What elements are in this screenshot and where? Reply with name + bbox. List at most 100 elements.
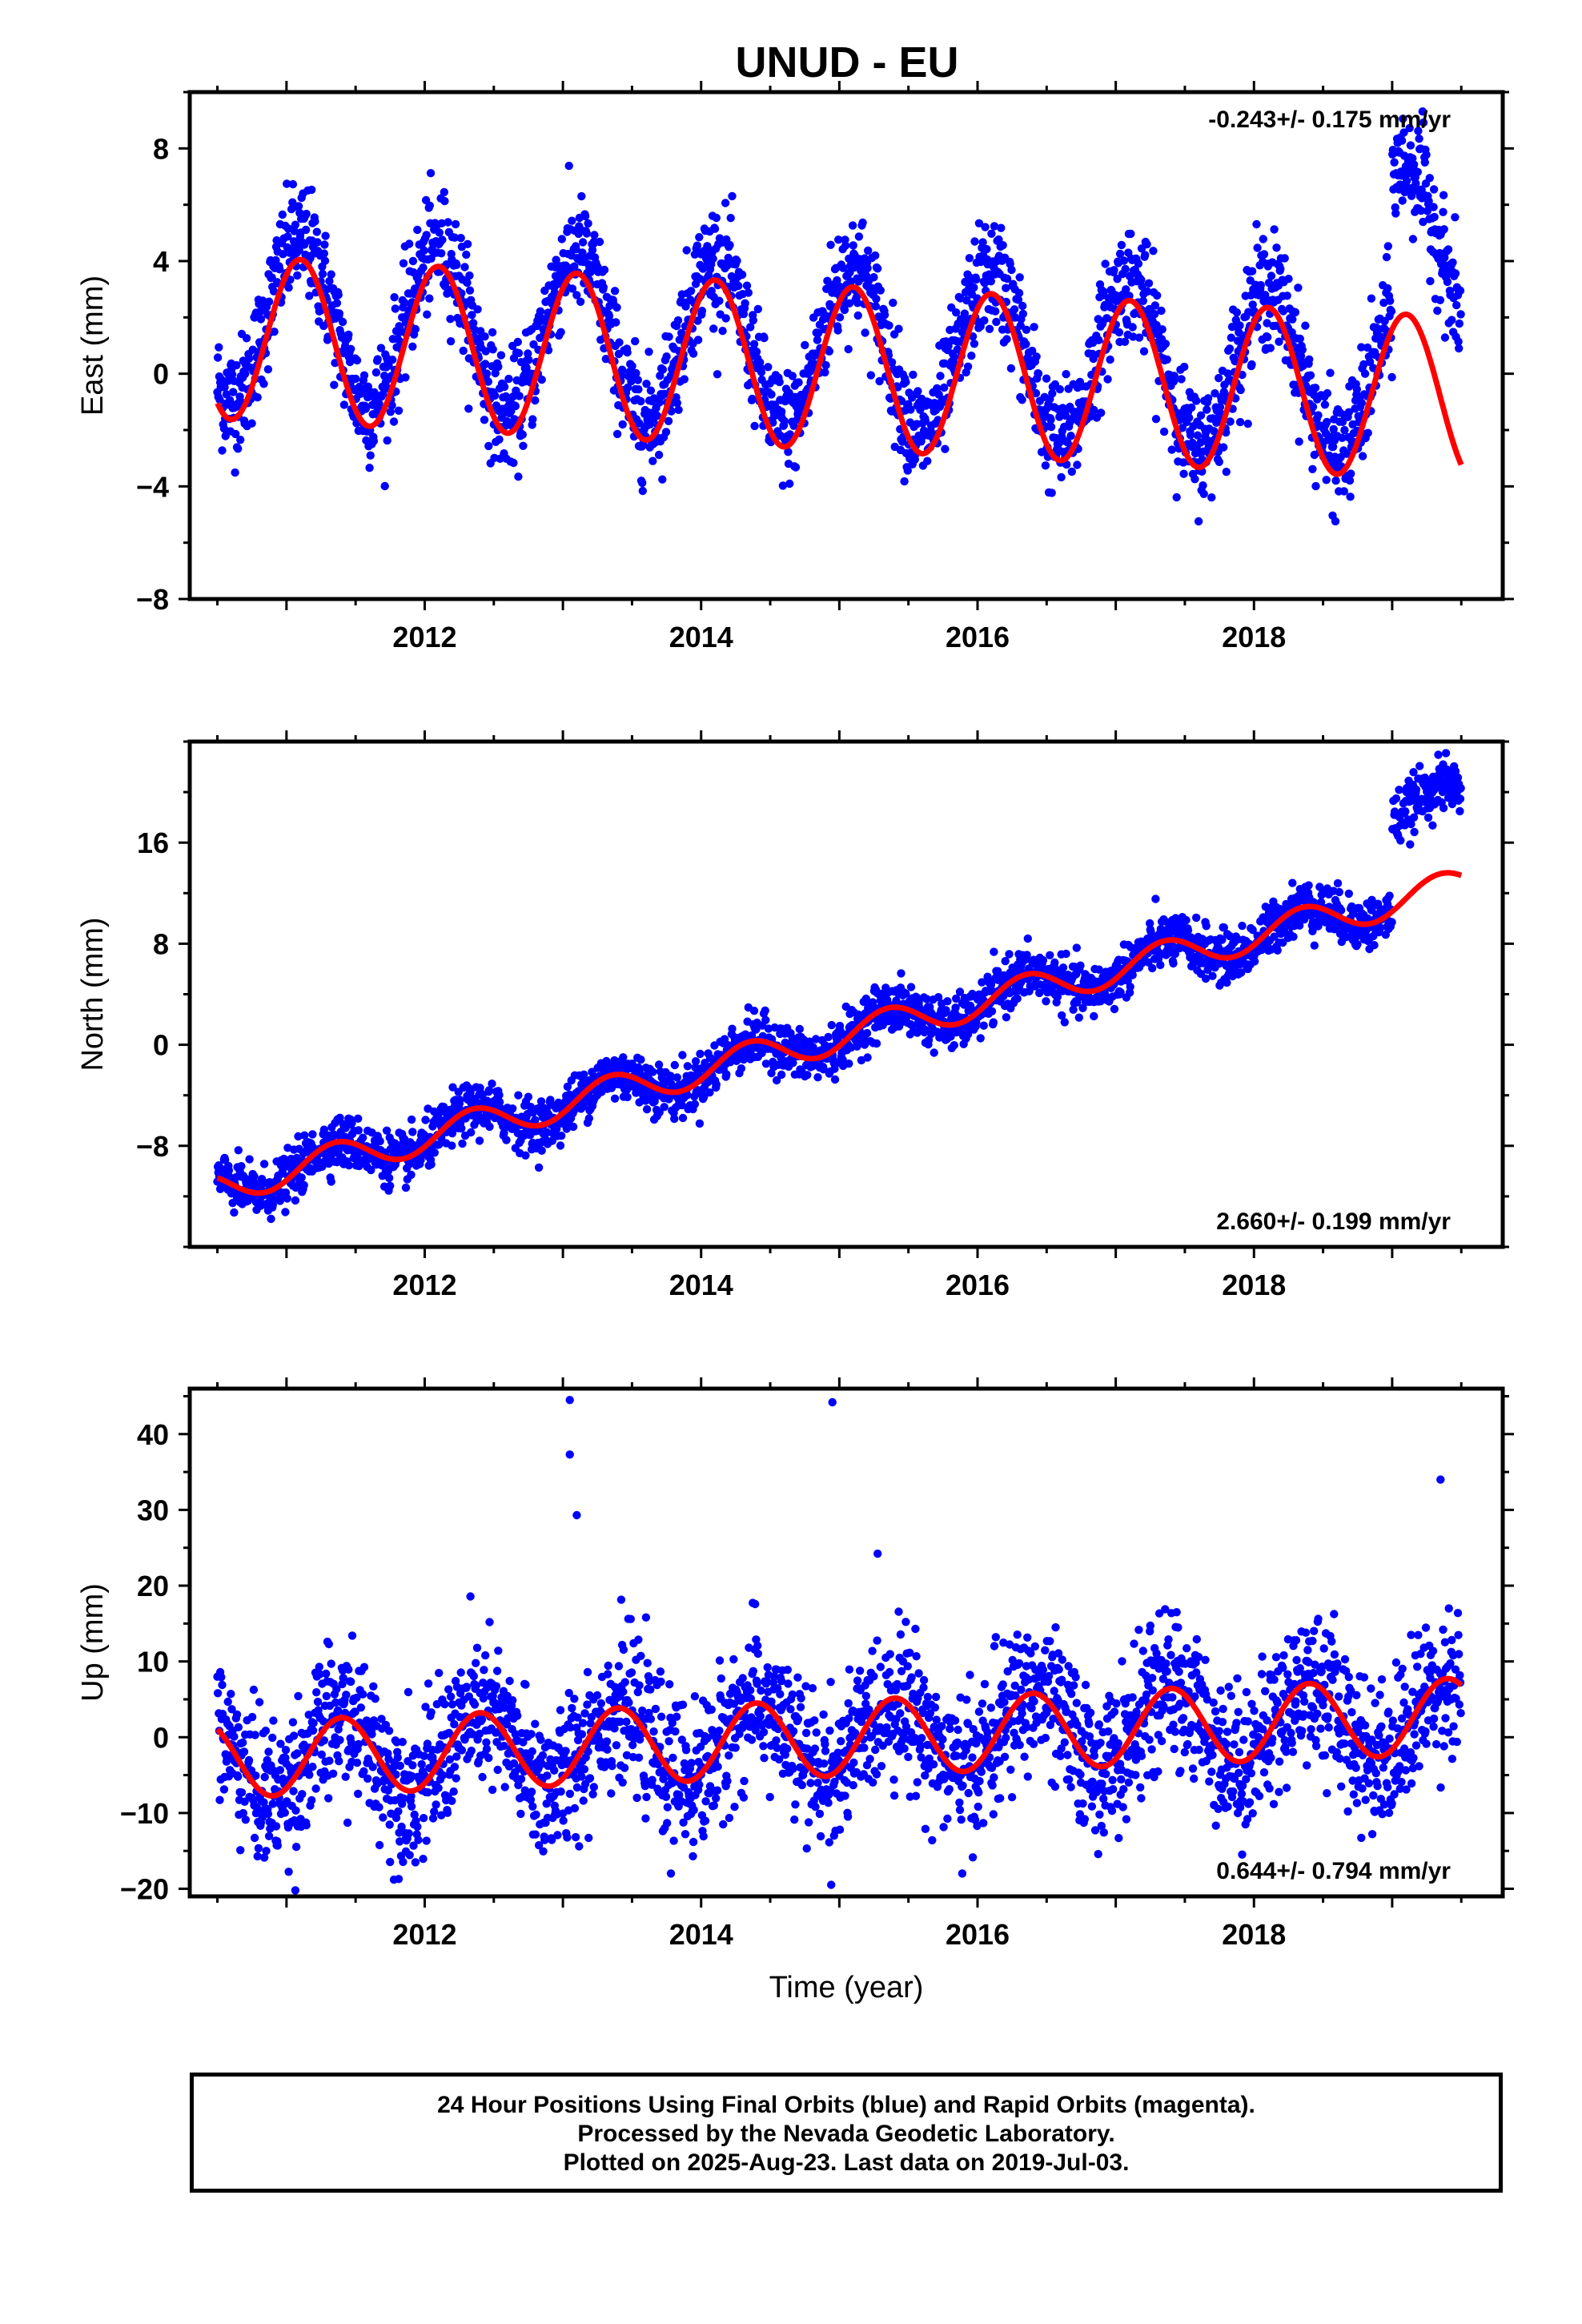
east-data-point	[283, 179, 291, 188]
north-data-point	[660, 1103, 669, 1112]
east-data-point	[524, 349, 532, 358]
east-data-point	[1010, 305, 1019, 314]
east-data-point	[1272, 243, 1281, 252]
east-data-point	[288, 179, 298, 189]
east-data-point	[1186, 431, 1195, 440]
east-data-point	[391, 304, 400, 313]
east-data-point	[1398, 196, 1407, 205]
north-data-point	[670, 1060, 679, 1070]
east-data-point	[1114, 328, 1124, 337]
east-data-point	[612, 303, 621, 312]
east-data-point	[1138, 282, 1146, 291]
east-data-point	[788, 372, 797, 380]
east-data-point	[1397, 136, 1407, 145]
east-data-point	[572, 291, 581, 300]
east-data-point	[320, 256, 330, 265]
east-data-point	[933, 384, 942, 393]
east-data-point	[488, 328, 497, 337]
east-data-point	[636, 396, 645, 406]
east-data-point	[232, 360, 241, 370]
east-data-point	[987, 229, 996, 238]
east-data-point	[1152, 320, 1161, 330]
east-data-point	[1456, 310, 1465, 319]
east-data-point	[1014, 296, 1023, 304]
north-data-point	[811, 1035, 821, 1043]
east-data-point	[213, 353, 223, 362]
north-data-point	[245, 1155, 254, 1164]
east-data-point	[463, 278, 472, 287]
north-data-point	[568, 1122, 578, 1132]
east-data-point	[633, 376, 642, 384]
east-data-point	[283, 232, 292, 241]
north-data-point	[824, 1032, 833, 1042]
east-data-point	[1115, 249, 1125, 259]
east-data-point	[513, 337, 522, 347]
east-data-point	[399, 259, 408, 267]
north-data-point	[690, 1100, 700, 1109]
east-data-point	[356, 389, 365, 398]
north-data-point	[705, 1088, 714, 1097]
east-data-point	[411, 324, 420, 334]
north-data-point	[1005, 950, 1014, 959]
east-data-point	[662, 352, 671, 361]
east-data-point	[552, 255, 560, 264]
east-data-point	[1032, 352, 1041, 361]
east-data-point	[721, 199, 730, 207]
north-data-point	[654, 1060, 664, 1069]
east-data-point	[1139, 347, 1149, 356]
north-data-point	[243, 1196, 252, 1205]
east-data-point	[338, 317, 347, 327]
east-data-point	[1097, 408, 1106, 417]
east-data-point	[1225, 344, 1235, 353]
north-data-point	[772, 1076, 781, 1085]
north-data-point	[1182, 915, 1191, 925]
east-data-point	[853, 299, 862, 308]
east-data-point	[1346, 493, 1355, 501]
east-data-point	[408, 342, 417, 351]
east-data-point	[1439, 191, 1448, 199]
east-data-point	[1179, 469, 1188, 478]
east-data-point	[425, 201, 434, 210]
east-data-point	[871, 302, 881, 311]
north-data-point	[728, 1024, 737, 1033]
east-data-point	[295, 246, 303, 255]
east-data-point	[965, 254, 974, 263]
east-data-point	[301, 225, 311, 235]
east-data-point	[950, 352, 959, 362]
east-data-point	[366, 451, 375, 460]
east-data-point	[465, 286, 475, 295]
east-data-point	[693, 316, 702, 325]
east-data-point	[635, 419, 644, 428]
east-data-point	[500, 382, 509, 392]
east-data-point	[750, 421, 759, 431]
east-data-point	[556, 328, 565, 336]
north-data-point	[700, 1092, 709, 1101]
east-data-point	[1219, 443, 1228, 452]
east-data-point	[1322, 476, 1331, 485]
east-data-point	[876, 286, 885, 295]
north-data-point	[1050, 958, 1059, 967]
north-data-point	[1001, 957, 1010, 966]
east-data-point	[1235, 417, 1245, 427]
north-data-point	[869, 1003, 878, 1011]
east-data-point	[446, 315, 455, 324]
east-data-point	[1298, 345, 1307, 354]
east-data-point	[319, 249, 328, 258]
east-data-point	[1267, 271, 1276, 280]
east-data-point	[1413, 167, 1423, 176]
east-data-point	[253, 393, 262, 402]
east-data-point	[997, 223, 1006, 232]
east-data-point	[652, 411, 661, 420]
east-data-point	[1144, 279, 1154, 287]
north-data-point	[250, 1172, 259, 1181]
north-data-point	[678, 1113, 688, 1123]
east-data-point	[1158, 325, 1166, 334]
east-data-point	[952, 308, 961, 317]
east-data-point	[1207, 493, 1216, 502]
north-data-point	[642, 1105, 652, 1114]
east-data-point	[1099, 287, 1109, 296]
north-data-point	[421, 1116, 430, 1124]
east-data-point	[780, 416, 789, 425]
east-data-point	[1046, 422, 1056, 432]
north-data-point	[484, 1086, 494, 1095]
